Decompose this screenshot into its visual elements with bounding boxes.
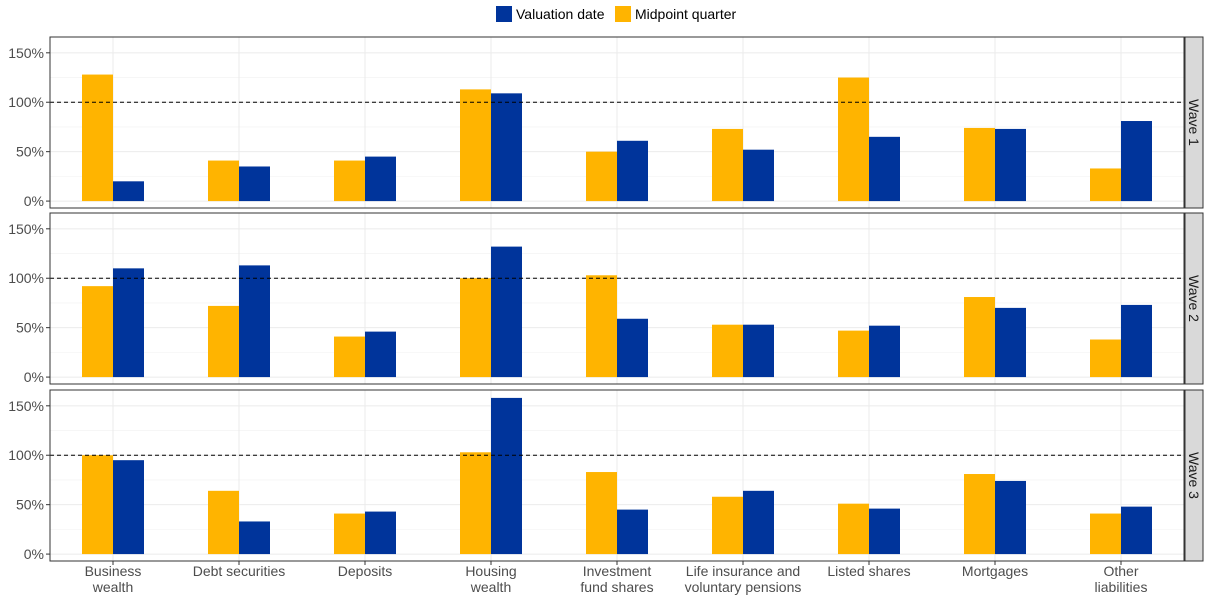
bar <box>460 452 491 555</box>
bar <box>617 140 648 202</box>
x-category-label: Debt securities <box>193 563 286 579</box>
x-category-label: Business <box>85 563 142 579</box>
bar <box>869 325 900 378</box>
legend-swatch <box>615 6 631 22</box>
facet-strip-label: Wave 3 <box>1186 452 1202 499</box>
panel-border <box>49 36 1185 209</box>
bar <box>239 521 270 555</box>
legend-label: Midpoint quarter <box>635 6 737 22</box>
bar <box>712 496 743 555</box>
y-tick-label: 100% <box>8 270 44 286</box>
bar <box>365 511 396 555</box>
bar <box>365 331 396 378</box>
bar <box>838 503 869 555</box>
bar <box>239 265 270 378</box>
y-tick-label: 150% <box>8 45 44 61</box>
x-category-label: Other <box>1103 563 1138 579</box>
bar <box>82 455 113 555</box>
bar <box>964 297 995 378</box>
facet-strip <box>1184 36 1204 209</box>
bar <box>712 128 743 202</box>
bar <box>208 160 239 202</box>
x-category-label: Housing <box>465 563 516 579</box>
bar <box>82 74 113 202</box>
x-category-label: Life insurance and <box>686 563 800 579</box>
bar <box>1090 168 1121 202</box>
y-tick-label: 50% <box>16 320 44 336</box>
bar <box>491 246 522 378</box>
x-category-label: wealth <box>470 579 511 595</box>
facet-strip-label: Wave 1 <box>1186 99 1202 146</box>
bar <box>1121 304 1152 378</box>
x-category-label: Listed shares <box>827 563 910 579</box>
y-tick-label: 0% <box>24 546 44 562</box>
x-category-label: fund shares <box>580 579 653 595</box>
x-category-label: voluntary pensions <box>685 579 802 595</box>
bar <box>491 93 522 202</box>
bar <box>1090 513 1121 555</box>
facet-strip <box>1184 212 1204 385</box>
y-tick-label: 100% <box>8 94 44 110</box>
bar <box>334 160 365 202</box>
bar <box>964 474 995 555</box>
x-category-label: Investment <box>583 563 652 579</box>
bar <box>743 149 774 202</box>
bar <box>995 128 1026 202</box>
bar <box>617 318 648 378</box>
bar <box>334 513 365 555</box>
bar <box>460 278 491 378</box>
bar <box>113 181 144 202</box>
bar <box>964 127 995 202</box>
bar <box>838 77 869 202</box>
legend-swatch <box>496 6 512 22</box>
bar <box>586 472 617 555</box>
bar <box>239 166 270 202</box>
y-tick-label: 50% <box>16 497 44 513</box>
bar <box>113 268 144 378</box>
bar <box>208 490 239 555</box>
bar <box>82 286 113 378</box>
bar <box>334 336 365 378</box>
bar <box>1121 506 1152 555</box>
x-category-label: Deposits <box>338 563 392 579</box>
x-category-label: Mortgages <box>962 563 1028 579</box>
facet-strip-label: Wave 2 <box>1186 275 1202 322</box>
bar <box>869 136 900 202</box>
bar <box>1090 339 1121 378</box>
bar <box>838 330 869 378</box>
y-tick-label: 0% <box>24 193 44 209</box>
bar <box>491 397 522 555</box>
bar <box>995 480 1026 555</box>
bar <box>995 307 1026 378</box>
y-tick-label: 150% <box>8 221 44 237</box>
bar <box>617 509 648 555</box>
legend-label: Valuation date <box>516 6 605 22</box>
bar <box>113 460 144 555</box>
y-tick-label: 150% <box>8 398 44 414</box>
bar <box>586 151 617 202</box>
facet-strip <box>1184 389 1204 562</box>
bar <box>743 490 774 555</box>
bar <box>743 324 774 378</box>
y-tick-label: 0% <box>24 369 44 385</box>
y-tick-label: 50% <box>16 144 44 160</box>
bar <box>712 324 743 378</box>
bar <box>586 275 617 378</box>
x-category-label: wealth <box>92 579 133 595</box>
y-tick-label: 100% <box>8 447 44 463</box>
bar <box>869 508 900 555</box>
bar <box>1121 121 1152 202</box>
bar <box>208 305 239 378</box>
bar <box>460 89 491 202</box>
x-category-label: liabilities <box>1095 579 1148 595</box>
panel-border <box>49 212 1185 385</box>
bar <box>365 156 396 202</box>
